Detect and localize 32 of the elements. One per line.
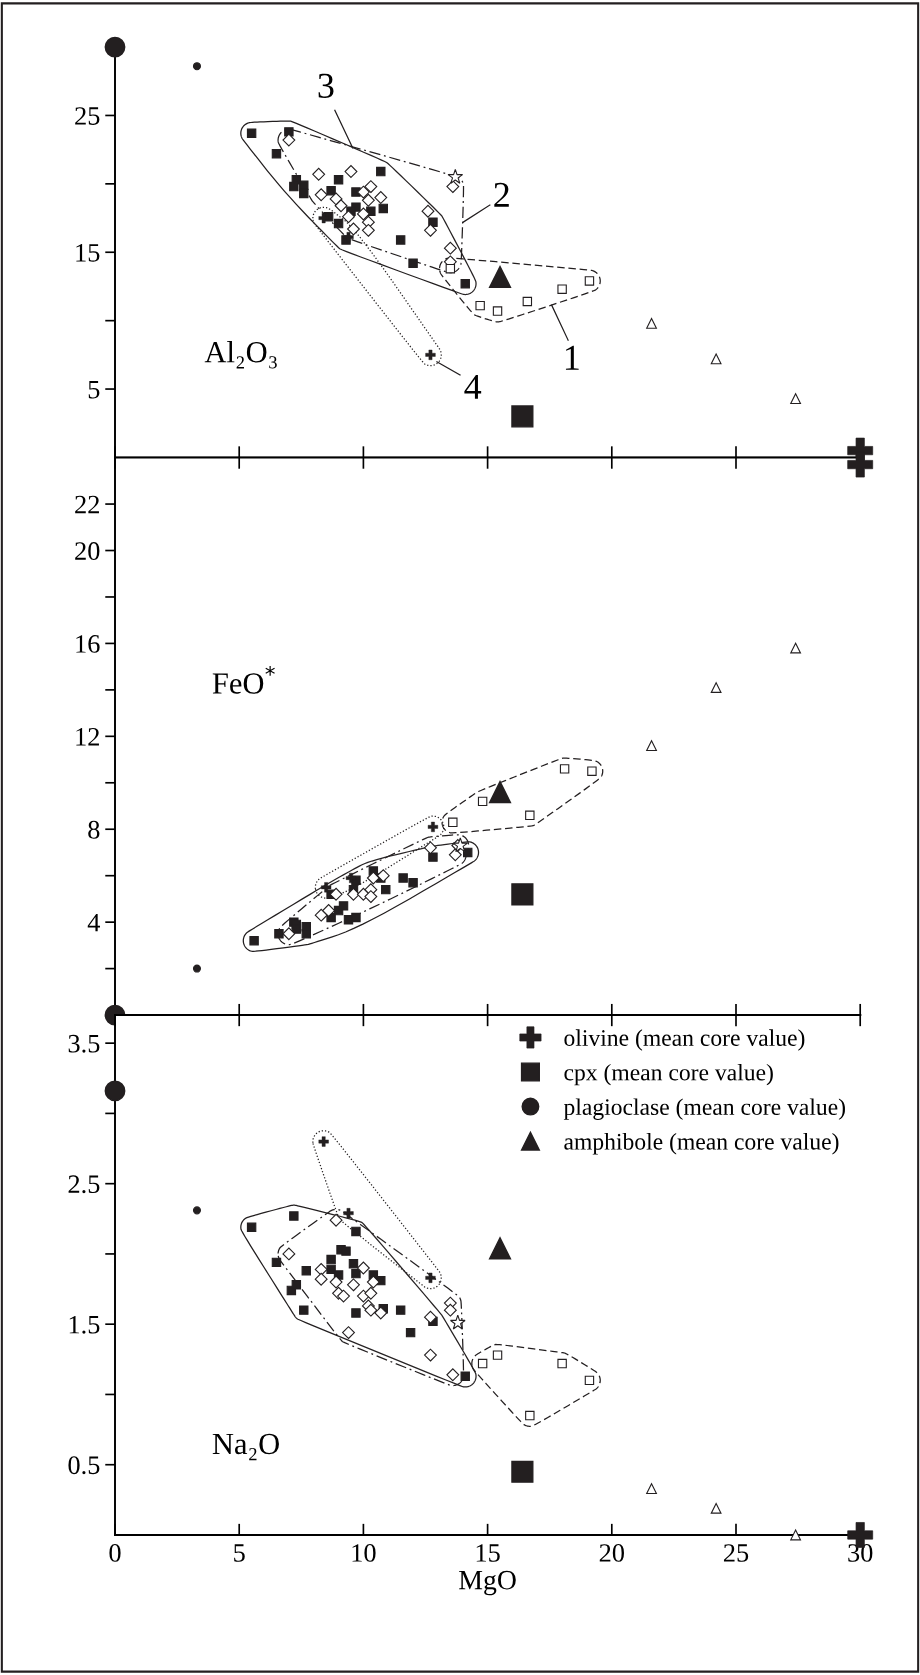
x-tick-label: 15: [476, 1544, 500, 1562]
x-tick-label: 0: [109, 1544, 121, 1562]
y-tick-label: 12: [76, 728, 99, 746]
annotation: 1: [565, 345, 579, 370]
x-axis-title: MgO: [459, 1570, 516, 1596]
y-tick-label: 20: [75, 542, 100, 560]
legend-label: amphibole (mean core value): [564, 1133, 839, 1155]
y-tick-label: 4: [87, 913, 100, 932]
y-tick-label: 8: [88, 820, 100, 839]
y-tick-label: 25: [75, 107, 100, 125]
y-tick-label: 1.5: [69, 1315, 100, 1334]
annotation: 3: [318, 73, 334, 98]
y-tick-label: 16: [76, 635, 100, 653]
y-tick-label: 5: [88, 380, 100, 399]
y-tick-label: 3.5: [68, 1034, 100, 1053]
x-tick-label: 5: [234, 1544, 245, 1562]
y-tick-label: 2.5: [68, 1175, 100, 1194]
y-tick-label: 22: [75, 495, 99, 514]
annotation: 2: [494, 182, 509, 207]
x-tick-label: 20: [599, 1544, 624, 1562]
legend-label: olivine (mean core value): [564, 1029, 805, 1051]
y-tick-label: 0.5: [68, 1456, 100, 1475]
x-tick-label: 25: [723, 1544, 749, 1562]
annotation: 4: [464, 375, 482, 399]
x-tick-label: 30: [848, 1544, 873, 1562]
legend-label: plagioclase (mean core value): [563, 1098, 845, 1120]
y-tick-label: 15: [76, 243, 100, 262]
legend-label: cpx (mean core value): [564, 1063, 773, 1086]
y-axis-title: FeO$^{*}$: [212, 665, 275, 694]
y-axis-title: Na₂O: [212, 1433, 279, 1461]
x-tick-label: 10: [352, 1544, 376, 1562]
y-axis-title: Al₂O₃: [204, 340, 277, 369]
